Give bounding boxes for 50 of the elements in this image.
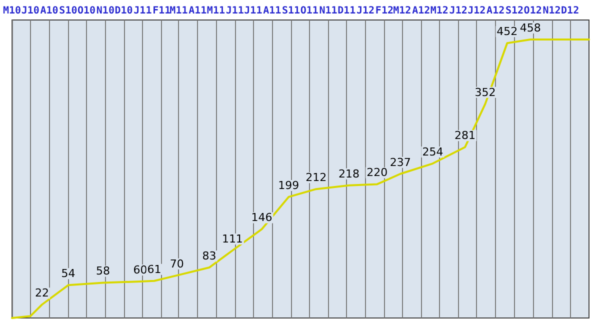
x-tick-label: S10 [59, 6, 78, 16]
x-tick-label: M12 [430, 6, 448, 16]
data-label: 58 [96, 264, 110, 278]
data-label: 199 [278, 178, 300, 192]
data-label: 70 [170, 257, 184, 270]
x-tick-label: J11 [244, 6, 262, 16]
x-tick-label: J12 [356, 6, 375, 16]
x-tick-label: N10 [96, 6, 114, 16]
x-tick-label: N12 [542, 6, 561, 16]
data-label: 60 [133, 264, 148, 277]
data-label: 54 [61, 267, 76, 280]
x-tick-label: D10 [114, 6, 133, 16]
data-label: 146 [251, 211, 272, 224]
x-tick-label: S12 [505, 6, 524, 16]
data-label: 452 [496, 25, 518, 38]
x-tick-label: A11 [263, 6, 282, 16]
x-tick-label: M12 [393, 6, 412, 16]
x-tick-label: J12 [449, 6, 468, 16]
data-label: 237 [390, 156, 411, 169]
data-label: 218 [338, 167, 360, 180]
x-tick-label: O11 [300, 6, 318, 16]
x-tick-label: J11 [134, 6, 152, 16]
x-tick-label: J11 [226, 6, 244, 16]
x-tick-label: M11 [170, 6, 188, 16]
x-tick-label: O10 [77, 6, 96, 16]
x-tick-label: A12 [412, 6, 430, 16]
x-tick-label: J10 [21, 6, 40, 16]
data-label: 212 [306, 171, 327, 184]
data-label: 352 [474, 86, 496, 99]
data-label: 254 [422, 146, 444, 159]
x-tick-label: A10 [40, 6, 58, 16]
x-tick-label: S11 [282, 6, 300, 16]
x-tick-label: F11 [152, 6, 171, 16]
data-label: 61 [147, 262, 162, 276]
x-tick-label: A12 [486, 6, 505, 16]
x-tick-label: O12 [524, 6, 542, 16]
x-tick-label: A11 [188, 6, 207, 16]
x-tick-label: D11 [338, 6, 356, 16]
x-tick-label: M11 [206, 6, 225, 16]
data-label: 458 [520, 21, 541, 34]
x-tick-label: M10 [3, 6, 22, 16]
data-label: 22 [34, 286, 49, 300]
data-label: 281 [454, 129, 476, 142]
data-label: 220 [366, 166, 388, 180]
data-label: 83 [202, 250, 216, 263]
data-label: 111 [222, 232, 243, 246]
x-tick-label: N11 [319, 6, 338, 16]
x-tick-label: D12 [561, 6, 580, 16]
x-tick-label: J12 [468, 6, 486, 16]
x-tick-label: F12 [375, 6, 394, 16]
